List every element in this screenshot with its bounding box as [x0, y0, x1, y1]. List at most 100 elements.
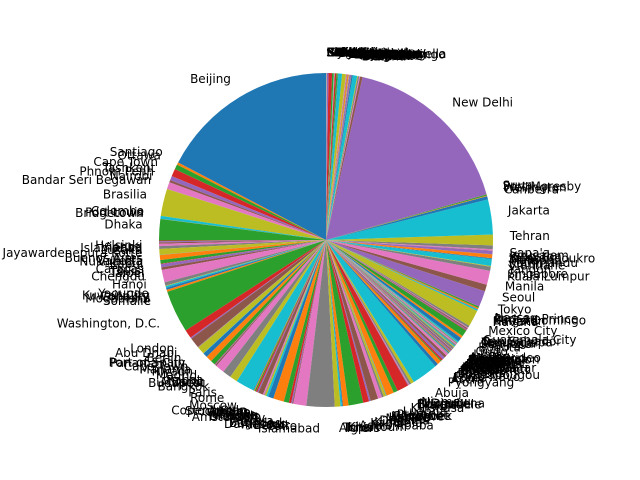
pie-slice-label: Castries	[327, 45, 376, 59]
pie-slice-label: Tegucigalpa	[481, 335, 553, 349]
pie-slice	[326, 240, 349, 407]
pie-slice	[326, 240, 456, 346]
pie-slice-label: Windhoek	[393, 409, 452, 423]
pie-slice-label: San Salvador	[482, 335, 561, 349]
pie-slice-label: Kinshasa	[411, 401, 465, 415]
pie-slice	[326, 76, 360, 240]
pie-slice	[326, 240, 409, 386]
pie-slice	[159, 240, 326, 255]
pie-slice-label: Phnom Penh	[79, 164, 154, 178]
pie-slice	[283, 240, 326, 403]
pie-slice	[326, 76, 361, 240]
pie-slice	[160, 240, 326, 268]
pie-slice	[215, 240, 326, 366]
pie-slice	[326, 240, 451, 352]
pie-slice	[191, 240, 326, 348]
pie-slice-label: Beirut	[253, 418, 289, 432]
pie-slice	[198, 240, 326, 354]
pie-slice-label: Kuwait City	[82, 288, 149, 302]
pie-slice-label: Praia	[335, 46, 365, 60]
pie-slice-label: Ulaanbaatar	[462, 361, 536, 375]
pie-slice	[326, 240, 453, 351]
pie-slice	[326, 240, 449, 354]
pie-slice-label: Djibouti	[339, 46, 386, 60]
pie-slice-label: Luanda	[403, 405, 447, 419]
pie-slice	[326, 75, 358, 240]
pie-slice-label: Sucre	[328, 45, 362, 59]
pie-slice-label: Nassau	[494, 311, 538, 325]
pie-slice-label: La Paz	[471, 350, 509, 364]
pie-slice	[326, 240, 457, 345]
pie-slice-label: Brasilia	[103, 188, 147, 202]
pie-slice-label: Amman	[242, 418, 289, 432]
pie-slice-label: Port Louis	[85, 206, 144, 220]
pie-slice-label: Georgetown	[354, 47, 427, 61]
pie-slice-label: Copenhagen	[171, 404, 247, 418]
pie-slice-label: Khartoum	[348, 420, 407, 434]
pie-slice-label: Addis Ababa	[359, 419, 434, 433]
pie-slice-label: Maputo	[386, 412, 431, 426]
pie-slice	[326, 240, 462, 342]
pie-slice	[326, 240, 478, 311]
pie-slice	[326, 73, 335, 240]
pie-slice-label: Beijing	[190, 72, 231, 86]
pie-slice	[326, 194, 487, 240]
pie-slice	[326, 74, 350, 240]
pie-slice	[326, 240, 409, 386]
pie-slice-label: Asuncion	[470, 352, 525, 366]
pie-slice-label: Bamako	[458, 366, 507, 380]
pie-slice-label: Vaduz	[351, 47, 387, 61]
pie-slice-label: Monrovia	[462, 361, 517, 375]
pie-slice	[268, 240, 326, 399]
pie-slice-label: Warsaw	[207, 407, 254, 421]
pie-slice	[326, 240, 438, 367]
pie-slice-label: Riga	[349, 47, 376, 61]
pie-slice	[326, 74, 350, 240]
pie-slice	[161, 240, 326, 271]
pie-slice	[214, 240, 326, 365]
pie-slice-label: N'Djamena	[419, 396, 485, 410]
pie-slice	[326, 73, 337, 240]
pie-slice-label: Algiers	[339, 421, 380, 435]
pie-slice-label: Damascus	[224, 417, 286, 431]
pie-slice	[326, 76, 363, 240]
pie-slice	[178, 73, 326, 240]
pie-slice-label: Caracas	[331, 45, 379, 59]
pie-slice	[326, 77, 487, 240]
pie-slice-label: Washington, D.C.	[57, 317, 160, 331]
pie-slice-label: Santo Domingo	[353, 47, 446, 61]
pie-slice	[326, 195, 488, 240]
pie-slice	[326, 234, 493, 246]
pie-slice	[326, 240, 491, 267]
pie-slice-label: Tbilisi	[109, 264, 145, 278]
pie-slice	[160, 218, 326, 240]
pie-slice	[326, 74, 348, 240]
pie-slice	[291, 240, 326, 404]
pie-slice-label: Maseru	[335, 46, 379, 60]
pie-slice	[326, 240, 492, 267]
pie-slice	[326, 240, 384, 398]
pie-slice-label: Riyadh	[152, 365, 193, 379]
pie-slice	[326, 240, 412, 385]
pie-slice-label: Bern	[350, 47, 378, 61]
pie-slice	[326, 73, 343, 241]
pie-slice	[326, 240, 450, 354]
pie-slice-label: Cotonou	[334, 45, 384, 59]
pie-slice	[326, 240, 410, 385]
pie-slice	[326, 73, 335, 240]
pie-slice	[326, 73, 329, 240]
pie-slice	[326, 240, 456, 346]
pie-slice-label: Bratislava	[348, 47, 408, 61]
pie-slice	[206, 240, 326, 362]
pie-slice-label: Bishkek	[363, 49, 409, 63]
pie-slice	[326, 73, 334, 240]
pie-slice	[253, 240, 326, 391]
pie-slice-label: Doha	[172, 375, 204, 389]
pie-slice	[326, 240, 387, 396]
pie-slice	[326, 240, 470, 328]
pie-slice	[236, 240, 326, 391]
pie-slice	[171, 169, 326, 240]
pie-slice-label: Brussels	[209, 409, 259, 423]
pie-slice	[159, 240, 326, 243]
